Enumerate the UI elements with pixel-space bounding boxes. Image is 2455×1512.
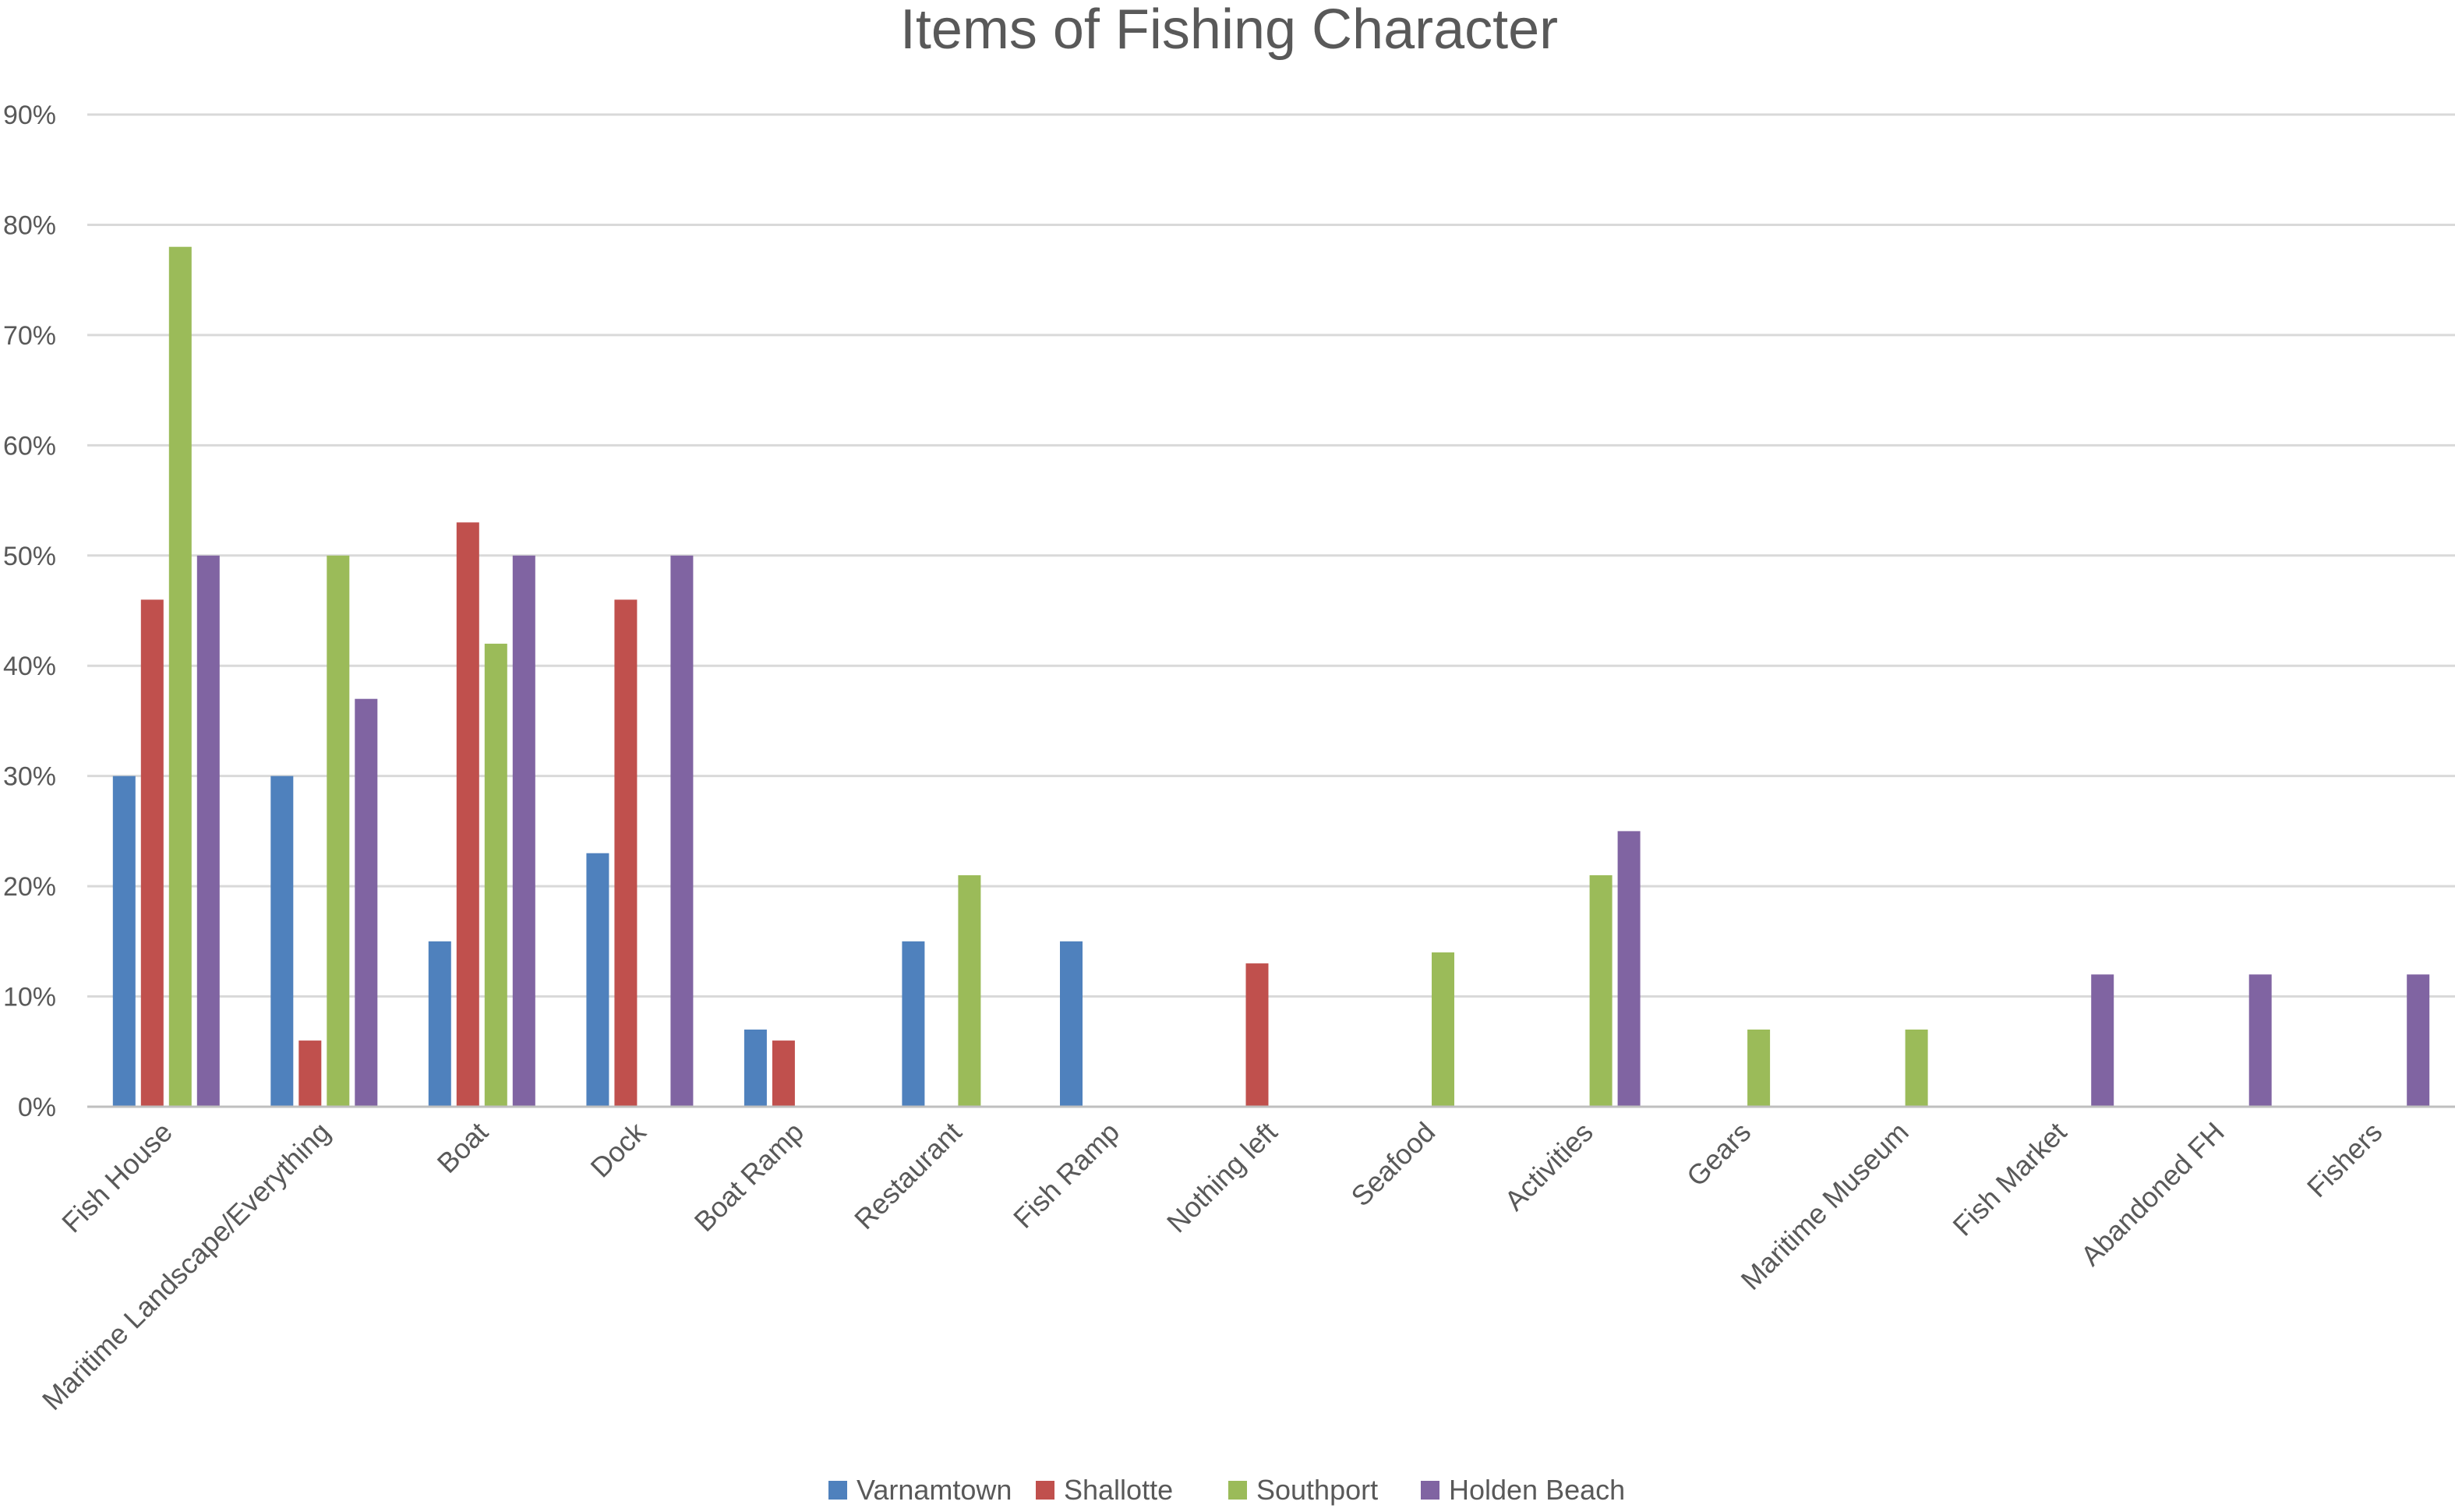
x-category-label: Fish Ramp <box>1007 1116 1125 1235</box>
chart-title: Items of Fishing Character <box>900 0 1558 61</box>
y-tick-label: 60% <box>3 431 56 461</box>
bar <box>512 555 535 1107</box>
legend-label: Shallotte <box>1064 1474 1173 1506</box>
y-tick-label: 20% <box>3 872 56 902</box>
bar <box>1245 963 1269 1107</box>
bar <box>1589 875 1613 1107</box>
y-tick-label: 40% <box>3 652 56 681</box>
bar <box>168 246 192 1108</box>
bars <box>112 246 2430 1108</box>
bar <box>2407 974 2430 1107</box>
x-category-label: Abandoned FH <box>2075 1116 2231 1272</box>
y-tick-label: 50% <box>3 542 56 571</box>
y-tick-label: 70% <box>3 321 56 351</box>
y-tick-label: 0% <box>18 1093 56 1122</box>
bar <box>270 775 294 1107</box>
x-category-label: Boat <box>431 1116 494 1179</box>
legend: Varnamtown Shallotte Southport Holden Beach <box>828 1474 1625 1506</box>
x-category-label: Boat Ramp <box>688 1116 810 1238</box>
legend-swatch <box>1036 1481 1054 1500</box>
bar <box>428 941 451 1107</box>
y-tick-label: 30% <box>3 762 56 792</box>
x-category-label: Maritime Landscape/Everything <box>36 1116 337 1417</box>
bar <box>1905 1030 1928 1107</box>
y-axis-tick-labels: 0% 10% 20% 30% 40% 50% 60% 70% 80% 90% <box>3 101 56 1122</box>
bar <box>355 698 378 1107</box>
legend-swatch <box>1228 1481 1247 1500</box>
x-category-label: Gears <box>1680 1116 1757 1192</box>
x-category-label: Activities <box>1498 1116 1598 1217</box>
bar <box>614 599 638 1107</box>
bar <box>958 875 981 1107</box>
x-category-label: Fish House <box>55 1116 178 1239</box>
bar <box>327 555 350 1107</box>
legend-swatch <box>1421 1481 1439 1500</box>
y-tick-label: 80% <box>3 210 56 240</box>
bar <box>1747 1030 1771 1107</box>
legend-label: Holden Beach <box>1449 1474 1625 1506</box>
bar <box>744 1030 767 1107</box>
bar <box>112 775 136 1107</box>
bar <box>2248 974 2272 1107</box>
x-category-label: Restaurant <box>848 1116 968 1236</box>
y-tick-label: 90% <box>3 101 56 130</box>
legend-label: Southport <box>1256 1474 1378 1506</box>
bar <box>586 853 609 1107</box>
bar <box>2091 974 2114 1107</box>
x-category-label: Dock <box>585 1115 653 1184</box>
bar <box>1060 941 1083 1107</box>
x-category-label: Maritime Museum <box>1735 1116 1915 1296</box>
x-category-label: Seafood <box>1344 1116 1441 1213</box>
bar <box>456 522 479 1107</box>
gridlines <box>87 113 2455 998</box>
bar <box>196 555 220 1107</box>
x-category-label: Fishers <box>2301 1116 2388 1203</box>
bar <box>670 555 694 1107</box>
bar <box>484 643 507 1107</box>
bar <box>298 1040 322 1107</box>
legend-swatch <box>828 1481 847 1500</box>
bar <box>140 599 164 1107</box>
x-category-label: Nothing left <box>1160 1116 1284 1239</box>
bar <box>772 1040 795 1107</box>
legend-label: Varnamtown <box>857 1474 1012 1506</box>
y-tick-label: 10% <box>3 983 56 1012</box>
bar <box>902 941 925 1107</box>
bar <box>1432 952 1454 1107</box>
x-category-label: Fish Market <box>1946 1116 2072 1242</box>
bar <box>1617 831 1641 1107</box>
